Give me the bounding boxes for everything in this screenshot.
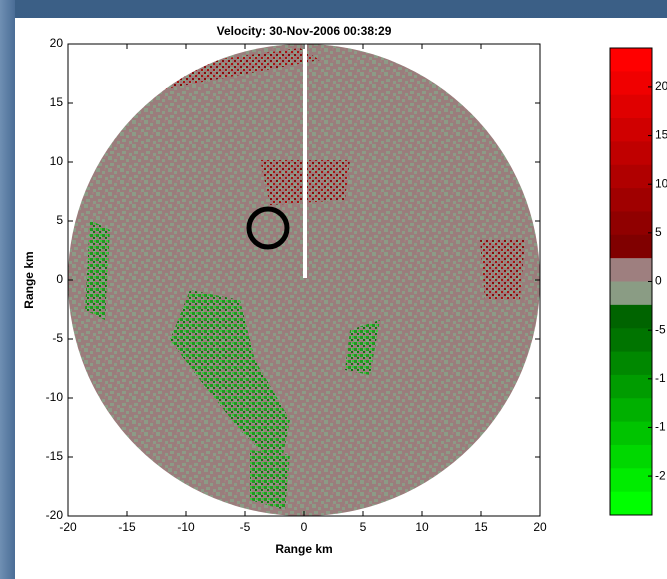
x-tick-label: 15 [474, 520, 488, 534]
colorbar-band [610, 421, 652, 446]
x-tick-label: -5 [240, 520, 251, 534]
x-tick-label: 10 [415, 520, 429, 534]
y-tick-label: -5 [52, 331, 63, 345]
colorbar-band [610, 211, 652, 236]
x-axis-label: Range km [275, 542, 332, 556]
colorbar-band [610, 281, 652, 306]
colorbar-band [610, 491, 652, 516]
y-tick-label: 15 [50, 95, 64, 109]
y-tick-label: 10 [50, 154, 64, 168]
colorbar-band [610, 188, 652, 212]
y-tick-label: 0 [56, 272, 63, 286]
colorbar-tick-label: -2 [655, 468, 666, 482]
colorbar-tick-label: 5 [655, 225, 662, 239]
colorbar-band [610, 141, 652, 166]
x-tick-label: 0 [301, 520, 308, 534]
colorbar-tick-label: 15 [655, 128, 667, 142]
y-tick-label: 5 [56, 213, 63, 227]
side-strip [0, 0, 15, 579]
colorbar-band [610, 398, 652, 423]
colorbar-tick-label: -1 [655, 371, 666, 385]
colorbar-band [610, 351, 652, 376]
x-tick-label: -15 [118, 520, 136, 534]
colorbar-band [610, 48, 652, 72]
plot-area [67, 43, 541, 517]
colorbar-band [610, 468, 652, 493]
colorbar-band [610, 328, 652, 353]
y-tick-label: -20 [46, 508, 64, 522]
x-tick-label: 20 [533, 520, 547, 534]
y-tick-label: 20 [50, 36, 64, 50]
x-tick-label: -10 [177, 520, 195, 534]
colorbar-band [610, 258, 652, 282]
echo-patches [85, 48, 525, 510]
colorbar-tick-label: 0 [655, 274, 662, 288]
colorbar-tick-label: -5 [655, 322, 666, 336]
colorbar-band [610, 164, 652, 189]
colorbar-band [610, 374, 652, 399]
colorbar-band [610, 71, 652, 96]
highlight-circle [246, 206, 290, 250]
x-tick-label: -20 [59, 520, 77, 534]
colorbar-tick-label: -1 [655, 420, 666, 434]
y-axis-label: Range km [22, 251, 36, 308]
x-tick-label: 5 [360, 520, 367, 534]
y-tick-label: -10 [46, 390, 64, 404]
colorbar-band [610, 118, 652, 142]
colorbar-band [610, 304, 652, 329]
y-tick-label: -15 [46, 449, 64, 463]
radar-disk [68, 44, 540, 516]
chart-title: Velocity: 30-Nov-2006 00:38:29 [217, 24, 392, 38]
colorbar-tick-label: 20 [655, 79, 667, 93]
colorbar-band [610, 94, 652, 119]
colorbar-band [610, 234, 652, 259]
colorbar-tick-label: 10 [655, 176, 667, 190]
colorbar-band [610, 444, 652, 469]
